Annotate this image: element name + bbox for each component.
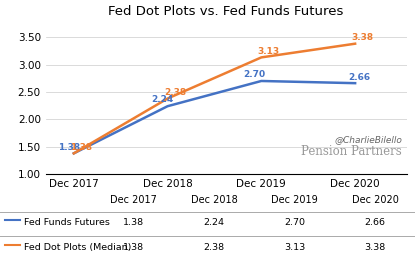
Text: @CharlieBilello: @CharlieBilello	[334, 135, 402, 144]
Text: Dec 2017: Dec 2017	[110, 194, 157, 205]
Text: 2.66: 2.66	[365, 218, 386, 227]
Text: 1.38: 1.38	[123, 218, 144, 227]
Text: 2.24: 2.24	[152, 95, 174, 104]
Text: Fed Dot Plots (Median): Fed Dot Plots (Median)	[24, 243, 131, 252]
Text: 2.38: 2.38	[164, 88, 186, 97]
Text: 2.70: 2.70	[284, 218, 305, 227]
Text: Pension Partners: Pension Partners	[301, 145, 402, 158]
Text: 2.24: 2.24	[204, 218, 225, 227]
Text: 3.38: 3.38	[364, 243, 386, 252]
Text: Dec 2018: Dec 2018	[191, 194, 237, 205]
Text: 2.38: 2.38	[204, 243, 225, 252]
Text: Fed Funds Futures: Fed Funds Futures	[24, 218, 110, 227]
Text: 1.38: 1.38	[123, 243, 144, 252]
Text: 2.66: 2.66	[349, 73, 371, 82]
Text: 3.13: 3.13	[284, 243, 305, 252]
Text: 3.38: 3.38	[352, 33, 374, 42]
Text: Dec 2019: Dec 2019	[271, 194, 318, 205]
Title: Fed Dot Plots vs. Fed Funds Futures: Fed Dot Plots vs. Fed Funds Futures	[108, 5, 344, 18]
Text: 3.13: 3.13	[258, 47, 280, 56]
Text: 2.70: 2.70	[243, 70, 265, 79]
Text: Dec 2020: Dec 2020	[352, 194, 398, 205]
Text: 1.38: 1.38	[58, 142, 80, 152]
Text: 1.38: 1.38	[70, 142, 93, 152]
